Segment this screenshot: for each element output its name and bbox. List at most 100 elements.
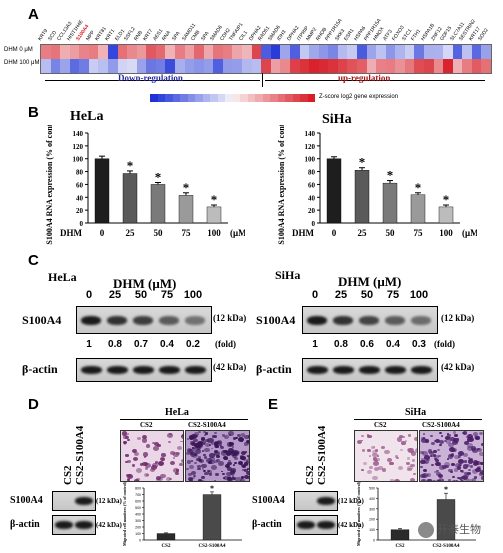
y-tick-label: 120 bbox=[305, 143, 316, 151]
micro-cell bbox=[372, 476, 378, 481]
heatmap-cell bbox=[452, 45, 463, 59]
micro-cell bbox=[368, 455, 372, 458]
fold-value-siha: 0.8 bbox=[334, 339, 348, 350]
e-row-s100a4: S100A4 bbox=[252, 495, 285, 506]
fold-value-siha: 0.4 bbox=[386, 339, 400, 350]
micro-cell bbox=[362, 462, 367, 466]
micro-cell bbox=[167, 432, 174, 438]
micro-cell bbox=[123, 443, 127, 446]
d-micro-label-cs2: CS2 bbox=[140, 421, 153, 429]
heatmap-cell bbox=[376, 59, 386, 73]
heatmap-cell bbox=[251, 45, 262, 59]
micro-cell bbox=[186, 451, 191, 455]
micro-cell bbox=[422, 451, 429, 457]
bar bbox=[122, 173, 138, 224]
hela-fold-label: (fold) bbox=[215, 339, 236, 349]
fold-value-siha: 0.3 bbox=[412, 339, 426, 350]
micro-cell bbox=[406, 462, 410, 466]
micro-cell bbox=[188, 472, 192, 476]
heatmap-cell bbox=[347, 45, 358, 59]
heatmap-cell bbox=[175, 59, 185, 73]
heatmap-cell bbox=[261, 59, 272, 73]
heatmap-cell bbox=[443, 59, 453, 73]
y-tick-label: 100 bbox=[305, 156, 316, 164]
micro-cell bbox=[422, 437, 425, 440]
heatmap-cell bbox=[309, 45, 319, 59]
band-s100a4-hela bbox=[107, 316, 127, 325]
micro-cell bbox=[440, 434, 444, 437]
fold-value-hela: 0.4 bbox=[160, 339, 174, 350]
heatmap-cell bbox=[270, 59, 281, 73]
micro-cell bbox=[467, 443, 473, 449]
bar bbox=[206, 206, 222, 224]
fold-value-siha: 0.6 bbox=[360, 339, 374, 350]
micro-cell bbox=[205, 432, 209, 435]
e-col-cs2-s100a4: CS2-S100A4 bbox=[316, 425, 328, 485]
micro-cell bbox=[240, 475, 245, 479]
micro-cell bbox=[361, 439, 364, 442]
e-row-actin: β-actin bbox=[252, 519, 282, 530]
micro-cell bbox=[125, 460, 129, 464]
heatmap-cell bbox=[117, 45, 128, 59]
dose-label-siha: 75 bbox=[386, 289, 400, 301]
y-tick-label: 100 bbox=[73, 156, 84, 164]
micro-cell bbox=[389, 478, 394, 481]
micro-cell bbox=[447, 454, 454, 459]
micro-cell bbox=[237, 461, 243, 466]
micro-cell bbox=[212, 434, 217, 439]
heatmap-cell bbox=[366, 59, 377, 73]
micro-cell bbox=[222, 472, 226, 476]
d-col-cs2: CS2 bbox=[62, 465, 74, 485]
d-migration-image-cs2-s100a4 bbox=[185, 430, 250, 482]
micro-cell bbox=[451, 479, 457, 481]
micro-cell bbox=[406, 447, 412, 452]
heatmap-cell bbox=[88, 59, 99, 73]
blot-actin-hela bbox=[76, 358, 212, 382]
micro-cell bbox=[234, 456, 239, 460]
heatmap-cell bbox=[452, 59, 463, 73]
micro-cell bbox=[180, 459, 183, 464]
micro-cell bbox=[209, 459, 215, 464]
e-migration-image-cs2 bbox=[354, 430, 418, 482]
y-axis-label: S100A4 RNA expression (% of control) bbox=[45, 125, 54, 245]
micro-cell bbox=[459, 480, 464, 481]
micro-cell bbox=[121, 431, 127, 436]
micro-cell bbox=[466, 436, 469, 439]
micro-cell bbox=[243, 434, 249, 440]
blot-siha-title: SiHa bbox=[275, 268, 301, 282]
micro-cell bbox=[420, 465, 423, 468]
micro-cell bbox=[420, 460, 426, 465]
heatmap-cell bbox=[462, 45, 473, 59]
bar bbox=[410, 194, 426, 224]
siha-kda-12: (12 kDa) bbox=[441, 313, 475, 323]
micro-cell bbox=[433, 450, 437, 454]
micro-cell bbox=[435, 470, 439, 473]
d-band-actin-1 bbox=[75, 521, 93, 529]
micro-cell bbox=[144, 472, 150, 478]
blot-actin-siha bbox=[302, 358, 438, 382]
micro-cell bbox=[227, 442, 233, 447]
micro-cell bbox=[410, 478, 416, 481]
heatmap-cell bbox=[251, 59, 262, 73]
bar bbox=[178, 195, 194, 224]
micro-cell bbox=[136, 436, 141, 440]
micro-cell bbox=[467, 459, 474, 464]
micro-cell bbox=[214, 460, 218, 463]
heatmap-cell bbox=[50, 59, 61, 73]
micro-cell bbox=[202, 450, 205, 452]
micro-cell bbox=[384, 450, 390, 455]
hela-kda-12: (12 kDa) bbox=[213, 313, 247, 323]
micro-cell bbox=[480, 443, 483, 447]
micro-cell bbox=[192, 435, 196, 438]
e-micro-label-cs2-s100a4: CS2-S100A4 bbox=[422, 421, 460, 429]
micro-cell bbox=[420, 478, 427, 481]
micro-cell bbox=[453, 454, 460, 460]
micro-cell bbox=[237, 436, 244, 442]
e-migration-image-cs2-s100a4 bbox=[419, 430, 484, 482]
hela-kda-42: (42 kDa) bbox=[213, 362, 247, 372]
micro-cell bbox=[126, 477, 131, 481]
micro-cell bbox=[367, 434, 372, 439]
micro-cell bbox=[467, 478, 473, 481]
y-tick-label: 700 bbox=[135, 493, 141, 497]
heatmap-cell bbox=[443, 45, 453, 59]
